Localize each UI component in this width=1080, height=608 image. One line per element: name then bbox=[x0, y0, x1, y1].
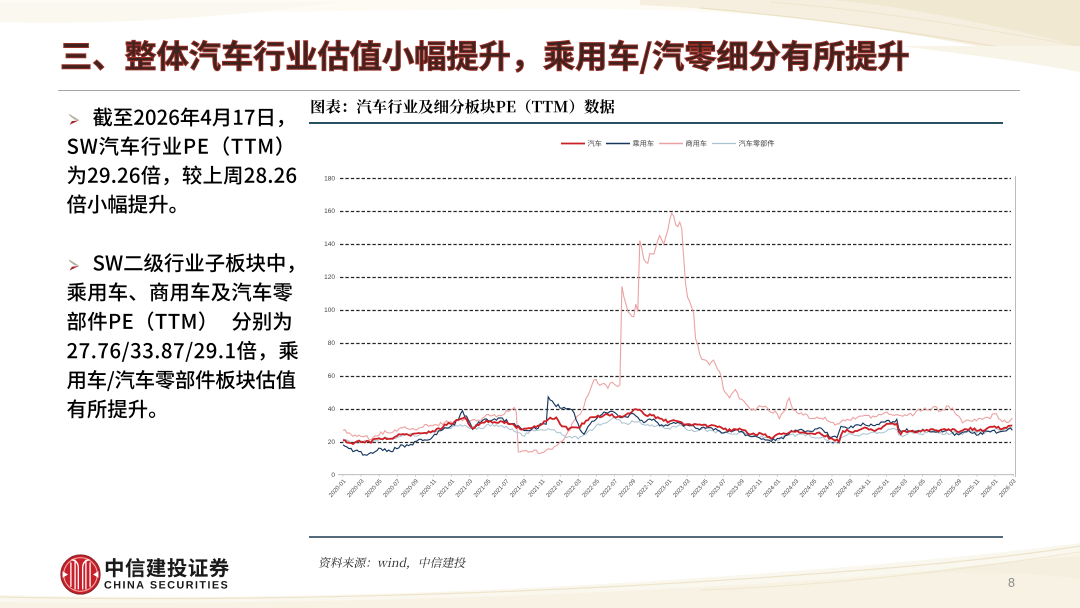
svg-text:2021-07: 2021-07 bbox=[491, 478, 511, 499]
svg-text:2025-07: 2025-07 bbox=[926, 478, 946, 499]
svg-text:2022-01: 2022-01 bbox=[546, 478, 566, 499]
svg-text:2021-03: 2021-03 bbox=[455, 478, 475, 499]
svg-text:2023-11: 2023-11 bbox=[745, 478, 764, 499]
svg-text:140: 140 bbox=[324, 241, 335, 248]
svg-text:2024-11: 2024-11 bbox=[854, 478, 873, 499]
svg-text:2025-09: 2025-09 bbox=[944, 478, 964, 499]
svg-text:2020-01: 2020-01 bbox=[328, 478, 348, 499]
svg-text:2023-01: 2023-01 bbox=[654, 478, 674, 499]
svg-text:2022-05: 2022-05 bbox=[582, 478, 602, 499]
svg-text:2023-07: 2023-07 bbox=[709, 478, 729, 499]
svg-text:180: 180 bbox=[324, 175, 335, 182]
svg-text:2025-11: 2025-11 bbox=[962, 478, 981, 499]
svg-text:2022-09: 2022-09 bbox=[618, 478, 638, 499]
svg-text:0: 0 bbox=[331, 472, 335, 479]
svg-text:2020-11: 2020-11 bbox=[419, 478, 438, 499]
svg-text:2026-01: 2026-01 bbox=[980, 478, 1000, 499]
svg-text:2025-05: 2025-05 bbox=[908, 478, 928, 499]
svg-text:2021-01: 2021-01 bbox=[437, 478, 457, 499]
svg-text:2021-09: 2021-09 bbox=[509, 478, 529, 499]
svg-text:2020-03: 2020-03 bbox=[346, 478, 366, 499]
svg-text:100: 100 bbox=[324, 307, 335, 314]
svg-text:2024-01: 2024-01 bbox=[763, 478, 783, 499]
svg-text:2022-07: 2022-07 bbox=[600, 478, 620, 499]
svg-text:2020-07: 2020-07 bbox=[383, 478, 403, 499]
svg-text:2023-09: 2023-09 bbox=[727, 478, 747, 499]
svg-text:2021-05: 2021-05 bbox=[473, 478, 493, 499]
svg-text:160: 160 bbox=[324, 208, 335, 215]
svg-text:2023-03: 2023-03 bbox=[672, 478, 692, 499]
svg-text:2022-11: 2022-11 bbox=[636, 478, 655, 499]
svg-text:2020-05: 2020-05 bbox=[364, 478, 384, 499]
svg-text:8: 8 bbox=[1008, 576, 1015, 590]
svg-text:2023-05: 2023-05 bbox=[690, 478, 710, 499]
svg-text:2024-07: 2024-07 bbox=[817, 478, 837, 499]
svg-text:2021-11: 2021-11 bbox=[528, 478, 547, 499]
svg-text:80: 80 bbox=[328, 340, 336, 347]
svg-text:2022-03: 2022-03 bbox=[564, 478, 584, 499]
svg-text:60: 60 bbox=[328, 373, 336, 380]
svg-text:2024-03: 2024-03 bbox=[781, 478, 801, 499]
svg-text:2025-03: 2025-03 bbox=[890, 478, 910, 499]
svg-text:20: 20 bbox=[328, 439, 336, 446]
svg-text:2020-09: 2020-09 bbox=[401, 478, 421, 499]
svg-text:2026-03: 2026-03 bbox=[998, 478, 1018, 499]
svg-text:40: 40 bbox=[328, 406, 336, 413]
svg-text:120: 120 bbox=[324, 274, 335, 281]
svg-text:2024-09: 2024-09 bbox=[835, 478, 855, 499]
svg-text:2024-05: 2024-05 bbox=[799, 478, 819, 499]
svg-text:2025-01: 2025-01 bbox=[872, 478, 892, 499]
